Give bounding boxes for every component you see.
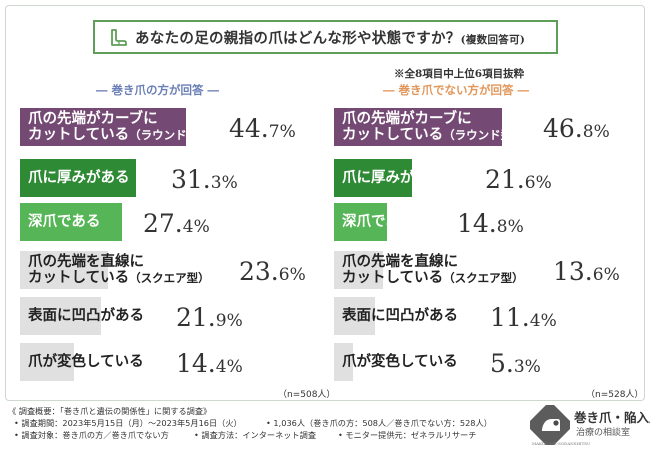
bar-row-right-6: 爪が変色している 5. 3% <box>334 343 624 381</box>
bar-right-1 <box>334 108 502 146</box>
note-text: ※全8項目中上位6項目抜粋 <box>394 68 525 80</box>
bar-row-right-2: 爪に厚みがある 21. 6% <box>334 159 624 197</box>
bar-left-6 <box>20 343 74 381</box>
bar-label-left-3: 深爪である <box>28 213 101 230</box>
logo-title: 巻き爪・陥入爪 <box>574 410 650 425</box>
logo: 巻き爪・陥入爪 治療の相談室 MAKIZUME-SODANSHITSU <box>528 403 650 447</box>
value-label-right-1: 46. 8% <box>543 114 610 143</box>
bar-label-right-4: 爪の先端を直線に カットしている（スクエア型） <box>342 253 524 286</box>
value-label-left-2: 31. 3% <box>171 165 238 194</box>
bar-label-left-4: 爪の先端を直線に カットしている（スクエア型） <box>28 253 210 286</box>
value-label-left-4: 23. 6% <box>239 257 306 286</box>
bar-right-5 <box>334 297 375 335</box>
bar-row-left-3: 深爪である 27. 4% <box>20 203 320 241</box>
bar-row-right-1: 爪の先端がカーブに カットしている（ラウンド型） 46. 8% <box>334 108 624 146</box>
survey-period: • 調査期間：2023年5月15日（月）～2023年5月16日（火） <box>14 418 242 428</box>
bar-label-left-1: 爪の先端がカーブに カットしている（ラウンド型） <box>28 110 210 143</box>
bar-row-right-5: 表面に凹凸がある 11. 4% <box>334 297 624 335</box>
bar-row-left-5: 表面に凹凸がある 21. 9% <box>20 297 320 335</box>
bar-label-left-6: 爪が変色している <box>28 353 144 370</box>
bar-left-5 <box>20 297 101 335</box>
bar-row-right-3: 深爪である 14. 8% <box>334 203 624 241</box>
value-label-left-3: 27. 4% <box>143 209 210 238</box>
clinic-logo-icon <box>530 405 570 445</box>
bar-label-right-2: 爪に厚みがある <box>342 169 444 186</box>
value-label-right-4: 13. 6% <box>553 257 620 286</box>
value-label-right-2: 21. 6% <box>485 165 552 194</box>
value-label-left-6: 14. 4% <box>176 349 243 378</box>
survey-method: • 調査方法：インターネット調査 <box>194 430 317 440</box>
bar-row-left-6: 爪が変色している 14. 4% <box>20 343 320 381</box>
bar-row-right-4: 爪の先端を直線に カットしている（スクエア型） 13. 6% <box>334 251 624 289</box>
value-label-right-5: 11. 4% <box>490 303 557 332</box>
question-box: あなたの足の親指の爪はどんな形や状態ですか？(複数回答可) <box>93 20 558 54</box>
value-label-right-3: 14. 8% <box>457 209 524 238</box>
bar-right-6 <box>334 343 353 381</box>
bar-right-4 <box>334 251 383 289</box>
bar-row-left-2: 爪に厚みがある 31. 3% <box>20 159 320 197</box>
survey-count: • 1,036人（巻き爪の方：508人／巻き爪でない方：528人） <box>266 418 492 428</box>
logo-url: MAKIZUME-SODANSHITSU <box>532 441 591 446</box>
bar-left-1 <box>20 108 186 146</box>
sample-size-right: （n=528人） <box>586 390 644 400</box>
bar-label-left-2: 爪に厚みがある <box>28 169 130 186</box>
survey-provider: • モニター提供元：ゼネラルリサーチ <box>338 430 477 440</box>
chart-title-left: ― 巻き爪の方が回答 ― <box>96 83 220 97</box>
bar-label-right-6: 爪が変色している <box>342 353 458 370</box>
value-label-left-1: 44. 7% <box>229 114 296 143</box>
bar-label-right-3: 深爪である <box>342 213 415 230</box>
bar-label-right-1: 爪の先端がカーブに カットしている（ラウンド型） <box>342 110 524 143</box>
logo-subtitle: 治療の相談室 <box>576 428 631 438</box>
survey-title: 《 調査概要：「巻き爪と遺伝の関係性」に関する調査》 <box>8 406 212 416</box>
value-label-left-5: 21. 9% <box>176 303 243 332</box>
sample-size-left: （n=508人） <box>278 390 336 400</box>
bar-right-3 <box>334 203 387 241</box>
value-label-right-6: 5. 3% <box>490 349 541 378</box>
bar-left-2 <box>20 159 136 197</box>
bar-row-left-1: 爪の先端がカーブに カットしている（ラウンド型） 44. 7% <box>20 108 320 146</box>
chart-title-right: ― 巻き爪でない方が回答 ― <box>383 83 530 97</box>
survey-target: • 調査対象：巻き爪の方／巻き爪でない方 <box>14 430 169 440</box>
bar-left-4 <box>20 251 108 289</box>
bar-right-2 <box>334 159 412 197</box>
bar-row-left-4: 爪の先端を直線に カットしている（スクエア型） 23. 6% <box>20 251 320 289</box>
foot-icon <box>111 29 127 46</box>
bar-label-left-5: 表面に凹凸がある <box>28 307 144 324</box>
bar-left-3 <box>20 203 122 241</box>
bar-label-right-5: 表面に凹凸がある <box>342 307 458 324</box>
question-text: あなたの足の親指の爪はどんな形や状態ですか？(複数回答可) <box>135 30 526 47</box>
